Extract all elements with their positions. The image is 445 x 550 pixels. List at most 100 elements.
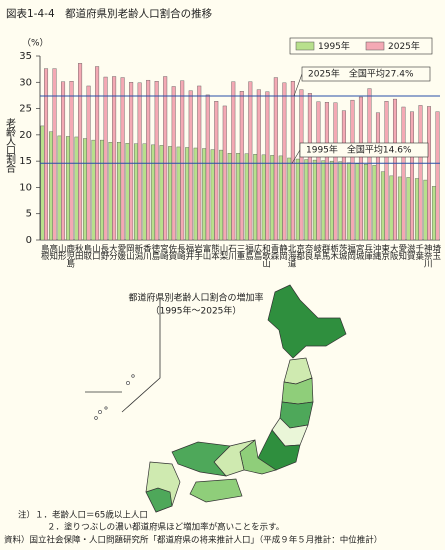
bar: [236, 153, 241, 241]
x-tick-label: 秋田: [73, 243, 83, 260]
bar: [205, 94, 210, 241]
x-tick-label: 熊本: [209, 243, 219, 260]
x-tick-label: 山形: [56, 243, 66, 260]
map: [85, 284, 347, 513]
bar: [355, 163, 360, 241]
x-tick-label: 大阪: [388, 243, 398, 260]
y-tick-label: 20: [19, 130, 32, 141]
inset-border: [121, 298, 161, 413]
x-tick-label: 東京: [380, 243, 390, 260]
note: ２．塗りつぶしの濃い都道府県ほど増加率が高いことを示す。: [47, 522, 284, 533]
bar: [418, 105, 423, 241]
bar: [304, 159, 309, 241]
x-tick-label: 宮崎: [158, 243, 168, 259]
island: [104, 406, 108, 410]
x-tick-label: 埼玉: [431, 243, 441, 259]
x-tick-label: 岡山: [124, 244, 134, 261]
x-tick-label: 高知: [48, 243, 58, 260]
bar: [159, 145, 164, 241]
bar: [307, 93, 312, 241]
x-tick-label: 長野: [99, 244, 109, 260]
bar: [367, 88, 372, 241]
bar: [137, 82, 142, 241]
bar: [129, 82, 134, 241]
bar: [312, 159, 317, 241]
x-tick-label: 青森: [269, 243, 279, 260]
annotation: 2025年 全国平均27.4%: [308, 68, 414, 80]
bar: [316, 101, 321, 241]
bar: [423, 179, 428, 241]
x-tick-label: 沖縄: [371, 243, 381, 259]
bar: [239, 91, 244, 241]
bar: [151, 144, 156, 241]
bar: [48, 131, 53, 241]
y-axis-label: 老齢人口割合: [4, 117, 16, 174]
bar: [202, 148, 207, 241]
bar: [401, 106, 406, 241]
note: 注）１．老齢人口＝65歳以上人口: [18, 510, 148, 521]
island: [94, 416, 98, 420]
y-tick-label: 10: [19, 182, 32, 193]
bar: [66, 136, 70, 241]
bar: [410, 111, 414, 241]
bar: [91, 139, 96, 241]
y-unit: （%）: [22, 38, 49, 49]
x-tick-label: 富山: [201, 243, 211, 260]
bar: [427, 106, 432, 241]
y-tick-label: 35: [19, 51, 32, 62]
y-tick-label: 30: [19, 77, 32, 88]
bar: [78, 63, 83, 241]
bar: [290, 81, 295, 241]
annotation-box: [299, 142, 429, 158]
bar: [397, 176, 402, 241]
x-tick-label: 福岡: [346, 243, 356, 260]
bar: [154, 81, 159, 241]
x-tick-label: 三重: [235, 244, 245, 260]
bar: [358, 96, 363, 241]
hokkaido: [267, 284, 347, 359]
x-tick-label: 佐賀: [167, 243, 177, 260]
shikoku: [189, 478, 243, 503]
bar: [282, 82, 287, 241]
bar: [384, 101, 389, 241]
legend-label: 1995年: [318, 40, 350, 52]
prefecture: [171, 441, 231, 477]
bar: [44, 68, 49, 241]
bar: [273, 77, 278, 241]
x-tick-label: 宮城: [354, 243, 364, 260]
bar: [333, 102, 338, 241]
bar: [120, 77, 125, 241]
x-tick-label: 千葉: [414, 243, 424, 260]
bar: [227, 153, 232, 241]
x-tick-label: 島根: [39, 243, 49, 260]
bar: [95, 66, 100, 241]
bar: [146, 79, 151, 241]
bar: [83, 138, 88, 241]
x-tick-label: 山梨: [218, 243, 228, 260]
bar: [389, 175, 394, 241]
x-tick-label: 徳島: [150, 243, 160, 260]
bar: [329, 160, 334, 241]
bar: [188, 90, 193, 241]
bar: [435, 111, 440, 241]
bar: [321, 160, 326, 241]
chart-title: 図表1-4-4 都道府県別老齢人口割合の推移: [6, 7, 213, 20]
bar: [248, 81, 253, 241]
bar: [112, 76, 117, 241]
x-tick-label: 長崎: [175, 244, 185, 260]
bar: [163, 76, 168, 241]
bar: [180, 80, 185, 241]
japan: [145, 284, 347, 513]
legend-label: 2025年: [388, 40, 420, 52]
x-tick-label: 岩手: [192, 243, 202, 260]
bar: [406, 177, 411, 241]
annotation-leader: [293, 73, 303, 97]
bar: [103, 76, 108, 241]
x-tick-label: 奈良: [303, 243, 313, 260]
bar: [74, 136, 79, 241]
x-tick-label: 京都: [295, 243, 305, 260]
bar: [346, 162, 351, 241]
x-tick-label: 神奈川: [422, 243, 432, 267]
bar: [193, 147, 198, 241]
x-tick-label: 和歌山: [261, 244, 271, 268]
